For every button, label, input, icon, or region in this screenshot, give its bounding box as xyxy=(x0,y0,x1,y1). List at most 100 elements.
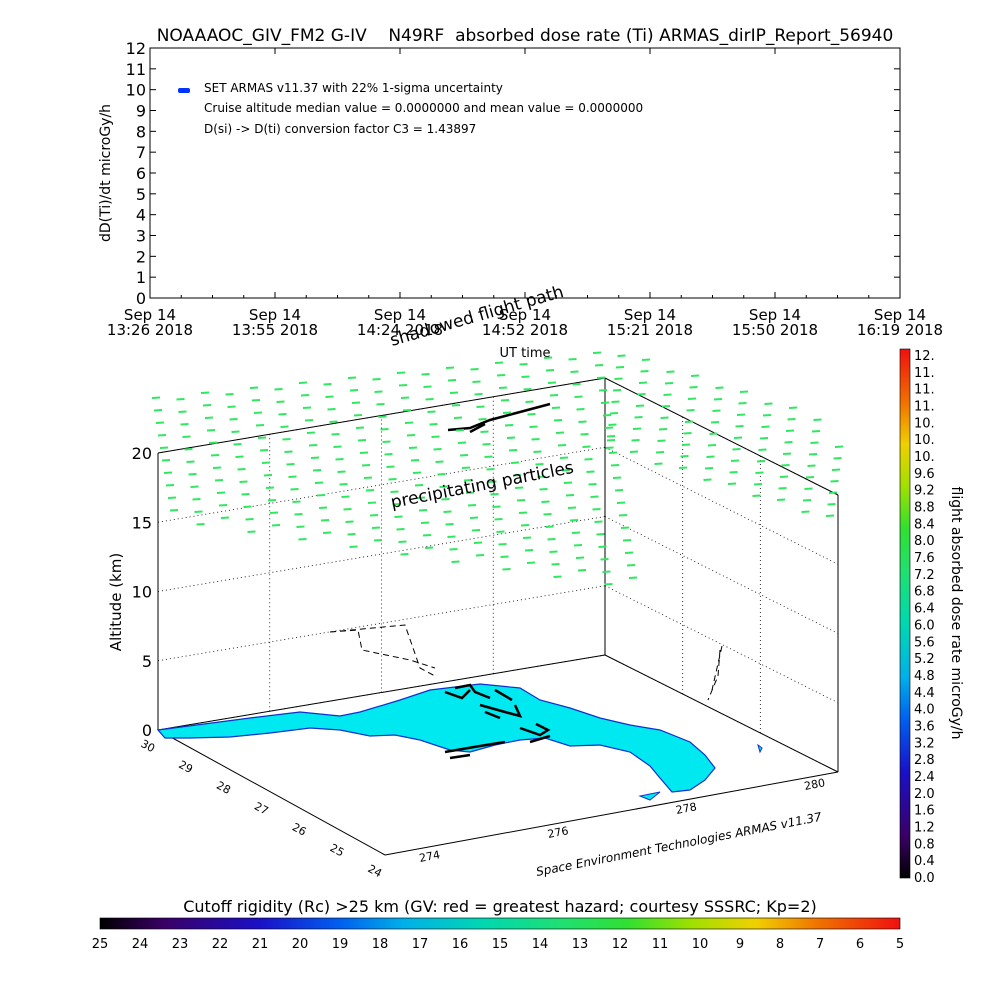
dose-colorbar-tick-label: 7.6 xyxy=(914,551,935,566)
particle-mark xyxy=(424,546,434,549)
particle-mark xyxy=(779,475,789,478)
particle-mark xyxy=(320,519,330,522)
cutoff-colorbar-tick-label: 22 xyxy=(212,937,229,952)
latitude-tick-label: 29 xyxy=(176,758,194,776)
particle-mark xyxy=(431,435,440,438)
particle-mark xyxy=(598,389,608,392)
particle-mark xyxy=(755,471,764,474)
particle-mark xyxy=(378,415,387,418)
particle-mark xyxy=(811,430,821,433)
dose-colorbar-tick-label: 8.0 xyxy=(914,534,935,549)
particle-mark xyxy=(787,418,796,421)
particle-mark xyxy=(243,505,252,508)
longitude-tick-label: 280 xyxy=(803,776,826,793)
particle-mark xyxy=(369,514,379,517)
particle-mark xyxy=(263,474,273,477)
dose-colorbar-tick-label: 3.6 xyxy=(914,719,935,734)
particle-mark xyxy=(604,583,613,586)
particle-mark xyxy=(245,518,254,521)
particle-mark xyxy=(339,483,348,486)
x-tick-label-date: Sep 14 xyxy=(624,306,676,324)
particle-mark xyxy=(559,456,569,459)
cutoff-colorbar-tick-label: 21 xyxy=(252,937,269,952)
particle-mark xyxy=(259,449,269,452)
particle-mark xyxy=(153,409,163,412)
grid-line xyxy=(604,516,839,634)
dose-colorbar-tick-label: 5.6 xyxy=(914,635,935,650)
cutoff-colorbar-tick-label: 16 xyxy=(452,937,469,952)
x-tick-label-date: Sep 14 xyxy=(124,306,176,324)
x-tick-label-date: Sep 14 xyxy=(374,306,426,324)
particle-mark xyxy=(443,510,452,513)
particle-mark xyxy=(573,544,583,547)
particle-mark xyxy=(776,498,786,501)
particle-mark xyxy=(516,499,526,502)
particle-mark xyxy=(739,390,749,393)
particle-mark xyxy=(703,478,712,481)
particle-mark xyxy=(664,382,674,385)
particle-mark xyxy=(210,454,220,457)
particle-mark xyxy=(801,510,810,513)
particle-mark xyxy=(622,539,632,542)
particle-mark xyxy=(596,533,605,536)
particle-mark xyxy=(155,421,165,424)
particle-mark xyxy=(363,476,373,479)
particle-mark xyxy=(427,410,436,413)
cutoff-colorbar-tick-label: 18 xyxy=(372,937,389,952)
particle-mark xyxy=(314,481,324,484)
particle-mark xyxy=(465,491,475,494)
particle-mark xyxy=(631,439,640,442)
particle-mark xyxy=(453,416,463,419)
dose-colorbar-tick-label: 2.4 xyxy=(914,770,935,785)
particle-mark xyxy=(830,480,839,483)
particle-mark xyxy=(518,511,528,514)
particle-mark xyxy=(151,396,161,399)
particle-mark xyxy=(335,458,344,461)
flight-path-projection xyxy=(329,624,723,701)
particle-mark xyxy=(616,501,626,504)
particle-mark xyxy=(641,358,651,361)
particle-mark xyxy=(386,465,395,468)
particle-mark xyxy=(551,406,561,409)
particle-mark xyxy=(392,503,401,506)
dose-colorbar-tick-label: 4.4 xyxy=(914,686,935,701)
particle-mark xyxy=(514,486,524,489)
particle-mark xyxy=(533,450,542,453)
particle-mark xyxy=(247,530,256,533)
particle-mark xyxy=(502,411,512,414)
particle-mark xyxy=(807,464,816,467)
particle-mark xyxy=(736,413,746,416)
dose-colorbar-ticks: 12.11.11.11.10.10.10.9.69.28.88.48.07.67… xyxy=(914,349,935,886)
particle-mark xyxy=(521,375,530,378)
particle-mark xyxy=(683,432,692,435)
particle-mark xyxy=(761,425,770,428)
particle-mark xyxy=(288,475,297,478)
cutoff-colorbar-title: Cutoff rigidity (Rc) >25 km (GV: red = g… xyxy=(183,897,817,916)
particle-mark xyxy=(576,408,585,411)
particle-mark xyxy=(686,409,695,412)
particle-mark xyxy=(422,534,432,537)
particle-mark xyxy=(828,491,838,494)
cutoff-colorbar-tick-label: 9 xyxy=(736,937,744,952)
x-tick-label-date: Sep 14 xyxy=(499,306,551,324)
particle-mark xyxy=(729,471,738,474)
particle-mark xyxy=(557,444,567,447)
particle-mark xyxy=(271,524,281,527)
particle-mark xyxy=(555,431,565,434)
grid-line xyxy=(604,446,839,565)
y-tick-label: 11 xyxy=(126,60,146,79)
latitude-tick-label: 28 xyxy=(214,779,232,797)
cutoff-colorbar-tick-label: 5 xyxy=(896,937,904,952)
particle-mark xyxy=(461,466,471,469)
particle-mark xyxy=(488,480,497,483)
particle-mark xyxy=(759,437,769,440)
particle-mark xyxy=(421,373,430,376)
particle-mark xyxy=(165,484,175,487)
particle-mark xyxy=(423,385,432,388)
latitude-tick-label: 26 xyxy=(290,821,308,839)
y-tick-label: 2 xyxy=(136,247,146,266)
particle-mark xyxy=(196,523,205,526)
particle-mark xyxy=(157,434,167,437)
particle-mark xyxy=(606,439,616,442)
